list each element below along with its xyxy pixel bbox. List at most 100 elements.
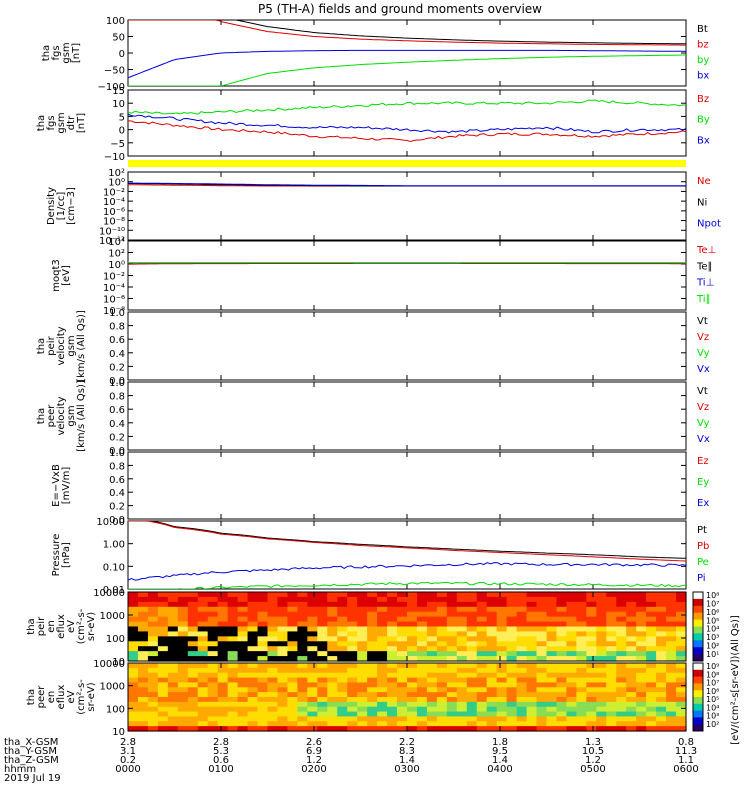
spectrogram-cell: [177, 621, 189, 628]
spectrogram-cell: [287, 621, 298, 628]
spectrogram-cell: [217, 601, 229, 608]
spectrogram-cell: [347, 651, 358, 657]
spectrogram-cell: [128, 663, 139, 669]
spectrogram-cell: [407, 682, 418, 688]
spectrogram-cell: [407, 626, 418, 633]
ylabel-peer-spectrogram-3: eflux: [56, 685, 67, 710]
spectrogram-cell: [287, 626, 298, 633]
spectrogram-cell: [426, 697, 438, 703]
spectrogram-cell: [526, 721, 538, 727]
spectrogram-cell: [426, 626, 438, 633]
spectrogram-cell: [546, 611, 558, 618]
ytick-label: 100: [106, 16, 125, 27]
spectrogram-cell: [456, 636, 468, 642]
spectrogram-cell: [426, 706, 438, 713]
spectrogram-cell: [187, 677, 199, 684]
spectrogram-cell: [566, 651, 577, 657]
spectrogram-cell: [436, 641, 448, 647]
spectrogram-cell: [646, 592, 657, 598]
spectrogram-cell: [137, 663, 149, 669]
spectrogram-cell: [456, 716, 468, 722]
spectrogram-cell: [416, 656, 428, 662]
spectrogram-cell: [416, 672, 428, 679]
spectrogram-cell: [207, 636, 219, 642]
spectrogram-cell: [456, 631, 468, 637]
spectrogram-cell: [137, 672, 149, 679]
spectrogram-cell: [416, 631, 428, 637]
spectrogram-cell: [297, 596, 308, 603]
spectrogram-cell: [277, 672, 289, 679]
ylabel-peer-spectrogram-4: eV: [66, 690, 77, 703]
spectrogram-cell: [516, 631, 528, 637]
spectrogram-cell: [496, 711, 508, 718]
spectrogram-cell: [626, 692, 637, 698]
spectrogram-cell: [167, 672, 179, 679]
spectrogram-cell: [476, 711, 488, 718]
spectrogram-cell: [586, 716, 597, 722]
spectrogram-cell: [367, 641, 378, 647]
spectrogram-cell: [656, 616, 667, 623]
spectrogram-cell: [167, 656, 179, 662]
spectrogram-cell: [128, 641, 139, 647]
spectrogram-cell: [656, 672, 667, 679]
spectrogram-cell: [227, 701, 239, 708]
spectrogram-cell: [456, 726, 468, 732]
spectrogram-cell: [227, 692, 239, 698]
spectrogram-cell: [317, 606, 328, 613]
spectrogram-cell: [177, 611, 189, 618]
ylabel-peir-spectrogram-5: (cm²-s-: [76, 608, 87, 644]
spectrogram-cell: [197, 626, 209, 633]
spectrogram-cell: [217, 711, 229, 718]
ylabel-temperature-1: [eV]: [61, 265, 72, 286]
spectrogram-cell: [128, 701, 139, 708]
spectrogram-cell: [586, 616, 597, 623]
spectrogram-cell: [476, 721, 488, 727]
ytick-label: 0: [119, 49, 125, 60]
spectrogram-cell: [307, 631, 318, 637]
spectrogram-cell: [446, 721, 458, 727]
spectrogram-cell: [676, 592, 687, 598]
spectrogram-cell: [367, 692, 378, 698]
spectrogram-cell: [128, 592, 139, 598]
spectrogram-cell: [536, 636, 548, 642]
spectrogram-cell: [337, 701, 348, 708]
spectrogram-cell: [576, 596, 587, 603]
legend-temperature-1: Te∥: [696, 261, 713, 272]
spectrogram-cell: [566, 672, 577, 679]
spectrogram-cell: [347, 687, 358, 693]
spectrogram-cell: [536, 711, 548, 718]
spectrogram-cell: [247, 631, 259, 637]
spectrogram-cell: [377, 716, 388, 722]
spectrogram-cell: [476, 596, 488, 603]
spectrogram-cell: [566, 692, 577, 698]
spectrogram-cell: [257, 672, 269, 679]
spectrogram-cell: [646, 651, 657, 657]
spectrogram-cell: [257, 716, 269, 722]
spectrogram-cell: [327, 697, 338, 703]
spectrogram-cell: [287, 601, 298, 608]
colorbar-segment: [693, 647, 703, 655]
spectrogram-cell: [626, 616, 637, 623]
spectrogram-cell: [247, 682, 259, 688]
spectrogram-cell: [666, 611, 677, 618]
spectrogram-cell: [426, 611, 438, 618]
spectrogram-cell: [337, 616, 348, 623]
spectrogram-cell: [636, 663, 647, 669]
spectrogram-cell: [407, 692, 418, 698]
spectrogram-cell: [596, 646, 607, 652]
spectrogram-cell: [546, 721, 558, 727]
spectrogram-cell: [616, 726, 627, 732]
spectrogram-cell: [387, 721, 398, 727]
frame-efield: [127, 451, 687, 520]
spectrogram-cell: [227, 677, 239, 684]
spectrogram-cell: [446, 706, 458, 713]
spectrogram-cell: [337, 636, 348, 642]
spectrogram-cell: [197, 726, 209, 732]
spectrogram-cell: [137, 651, 149, 657]
spectrogram-cell: [387, 636, 398, 642]
spectrogram-cell: [626, 677, 637, 684]
spectrogram-cell: [676, 621, 687, 628]
spectrogram-cell: [287, 692, 298, 698]
spectrogram-cell: [456, 626, 468, 633]
